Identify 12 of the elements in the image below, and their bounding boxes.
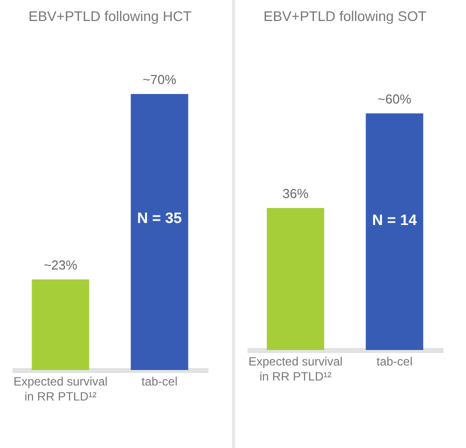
x-tick-label: tab-cel — [376, 354, 412, 368]
x-tick-label: Expected survival in RR PTLD¹² — [248, 354, 342, 384]
x-tick-label: Expected survival in RR PTLD¹² — [13, 374, 108, 404]
annotation: N = 14 — [372, 212, 417, 229]
annotation: N = 35 — [137, 210, 182, 228]
data-label: 36% — [282, 186, 308, 202]
data-label: ~70% — [142, 72, 177, 87]
chart-title: EBV+PTLD following HCT — [28, 8, 192, 24]
data-label: ~23% — [44, 257, 78, 272]
x-tick-label: tab-cel — [141, 374, 178, 388]
data-label: ~60% — [377, 91, 412, 106]
chart-title: EBV+PTLD following SOT — [262, 8, 426, 24]
